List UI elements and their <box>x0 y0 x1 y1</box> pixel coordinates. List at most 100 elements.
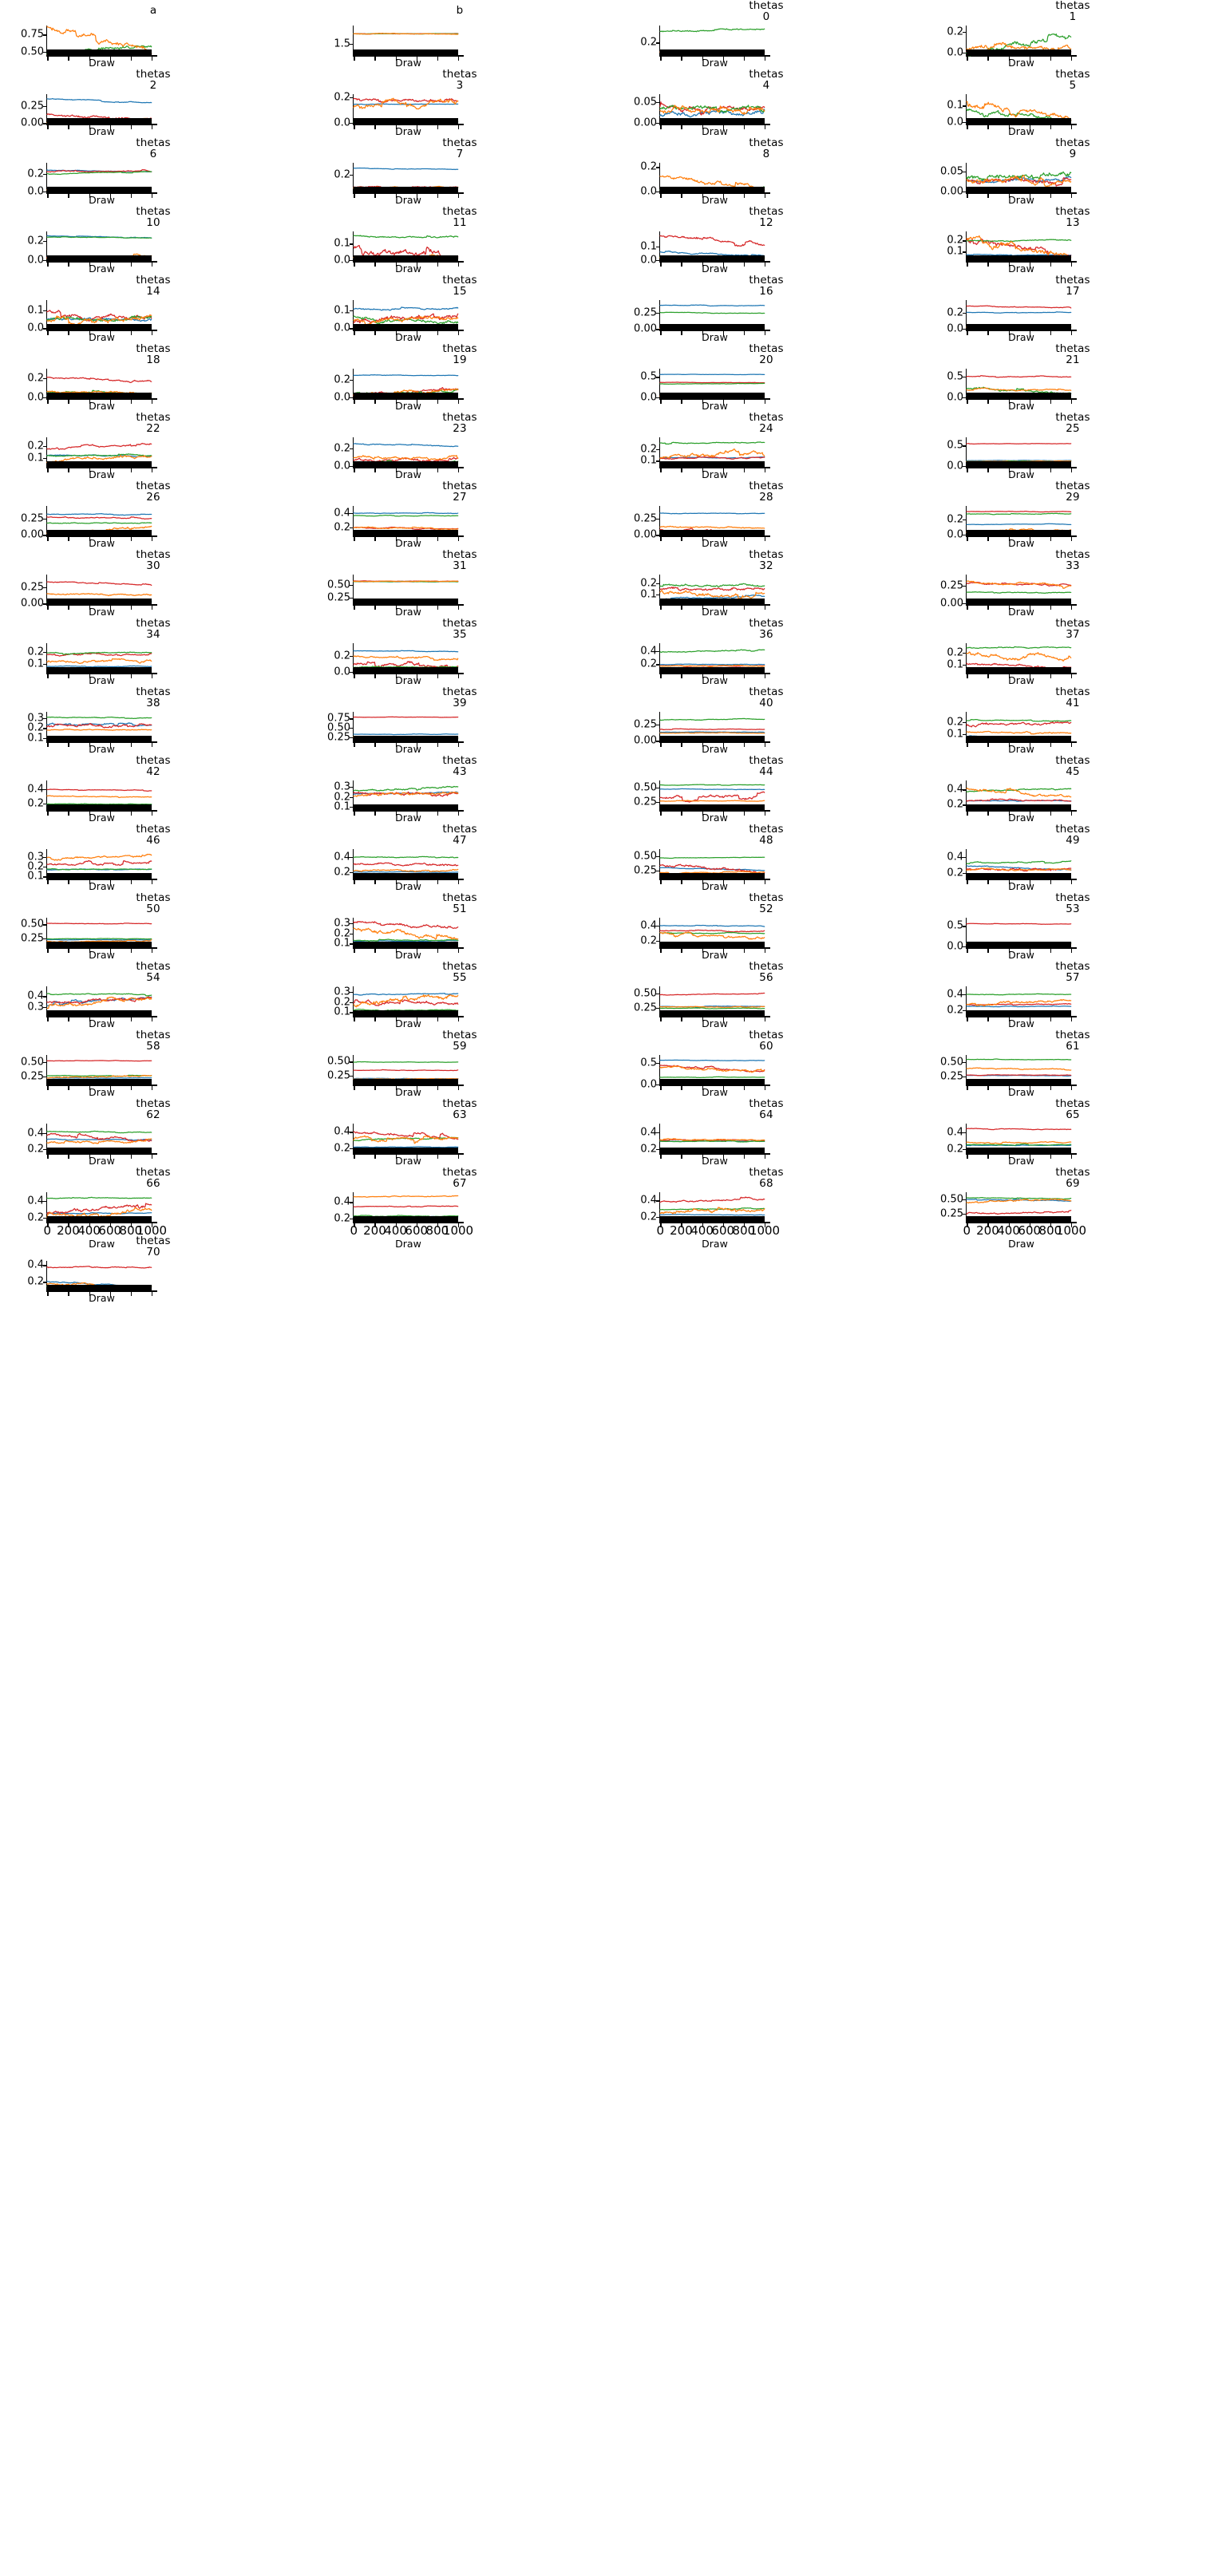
y-tick-label: 0.2 <box>947 513 963 526</box>
trace-line-chain-2 <box>659 583 765 587</box>
panel-title-line1: b <box>456 4 464 17</box>
plot-axes: 0.2 0.1 Draw <box>27 643 157 685</box>
plot-axes: 0.5 0.0 Draw <box>947 918 1077 960</box>
trace-panel-thetas-58: thetas 58 0.50 0.25 Draw <box>0 1029 306 1098</box>
x-tick-mark <box>109 1085 112 1090</box>
x-tick-mark <box>47 124 49 129</box>
panel-title: thetas 0 <box>613 0 920 22</box>
x-tick-mark <box>68 1154 69 1159</box>
x-axis-label: Draw <box>89 194 115 206</box>
trace-line-chain-3 <box>966 1002 1072 1006</box>
x-axis-label: Draw <box>395 400 421 412</box>
x-tick-mark <box>47 948 49 953</box>
panel-title-line1: thetas <box>136 823 171 836</box>
trace-line-chain-1 <box>353 526 459 531</box>
x-axis-label: Draw <box>395 57 421 69</box>
x-tick-mark <box>437 262 439 267</box>
panel-title-line1: thetas <box>136 411 171 424</box>
x-tick-mark <box>437 605 439 610</box>
y-axis-spine <box>46 986 48 1017</box>
panel-title: thetas 42 <box>0 755 306 777</box>
x-tick-mark <box>130 742 132 747</box>
y-tick-label: 0.25 <box>634 796 657 808</box>
y-tick-mark <box>655 1148 659 1150</box>
x-tick-mark <box>1050 193 1052 198</box>
panel-title-line1: thetas <box>1055 823 1090 836</box>
x-axis-label: Draw <box>702 812 728 824</box>
x-tick-mark <box>1050 536 1052 541</box>
panel-title-line1: thetas <box>749 480 784 492</box>
x-tick-mark <box>1071 330 1073 335</box>
y-axis-spine <box>353 231 354 262</box>
panel-title: thetas 10 <box>0 206 306 228</box>
trace-line-chain-3 <box>353 456 459 463</box>
panel-title: thetas 5 <box>920 69 1226 91</box>
posterior-rug-band <box>660 49 765 56</box>
y-tick-label: 0.25 <box>21 512 44 525</box>
x-tick-mark <box>1008 948 1010 953</box>
y-tick-mark <box>962 240 966 242</box>
trace-line-chain-3 <box>46 376 152 384</box>
trace-line-chain-2 <box>659 784 765 786</box>
y-tick-mark <box>42 34 46 36</box>
y-tick-label: 0.25 <box>634 718 657 731</box>
x-axis-label: Draw <box>1008 949 1034 961</box>
trace-line-chain-3 <box>966 867 1072 872</box>
plot-axes: 0.25 0.00 Draw <box>634 300 770 342</box>
y-axis-spine <box>659 918 661 948</box>
x-tick-mark <box>458 56 460 61</box>
y-tick-mark <box>962 121 966 124</box>
panel-title-line2: 27 <box>453 491 467 504</box>
x-tick-mark <box>68 124 69 129</box>
trace-line-chain-2 <box>46 235 152 239</box>
y-tick-mark <box>349 597 353 599</box>
x-tick-mark <box>1008 1017 1010 1021</box>
panel-title-line2: 44 <box>759 765 773 778</box>
x-tick-label: 800 <box>119 1223 143 1238</box>
posterior-rug-band <box>967 667 1071 674</box>
panel-title-line2: 59 <box>453 1040 467 1053</box>
panel-title-line2: 66 <box>146 1177 160 1190</box>
y-tick-mark <box>42 174 46 176</box>
x-tick-mark <box>130 124 132 129</box>
y-tick-label: 0.25 <box>327 731 350 744</box>
panel-title: thetas 33 <box>920 549 1226 571</box>
y-tick-mark <box>349 943 353 945</box>
x-tick-mark <box>68 1085 69 1090</box>
x-tick-mark <box>722 674 725 678</box>
trace-lines <box>659 717 765 734</box>
x-tick-mark <box>89 330 90 335</box>
panel-title: thetas 64 <box>613 1098 920 1120</box>
x-tick-mark <box>109 674 112 678</box>
x-tick-mark <box>458 193 460 198</box>
y-tick-label: 0.25 <box>940 1207 963 1220</box>
trace-line-chain-3 <box>353 791 459 797</box>
trace-panel-thetas-51: thetas 51 0.3 0.2 0.1 Draw <box>306 892 613 961</box>
posterior-rug-band <box>354 1079 458 1085</box>
x-tick-mark <box>395 1223 397 1227</box>
plot-axes: 0.50 0.25 Draw <box>634 986 770 1029</box>
x-tick-mark <box>47 742 49 747</box>
y-tick-mark <box>349 1012 353 1013</box>
x-tick-mark <box>722 56 725 61</box>
panel-title: thetas 54 <box>0 961 306 983</box>
panel-title-line1: thetas <box>442 68 477 81</box>
y-tick-label: 0.2 <box>27 372 44 385</box>
panel-title-line2: 14 <box>146 285 160 298</box>
trace-line-chain-1 <box>659 175 765 191</box>
y-tick-label: 0.25 <box>327 1069 350 1082</box>
panel-title-line2: 17 <box>1066 285 1080 298</box>
y-tick-label: 0.5 <box>640 370 657 383</box>
x-tick-mark <box>1071 1085 1073 1090</box>
y-tick-label: 0.2 <box>640 36 657 49</box>
trace-line-chain-1 <box>966 235 1072 258</box>
y-tick-mark <box>655 802 659 804</box>
y-tick-label: 0.00 <box>21 528 44 541</box>
plot-axes: 0.4 0.2 0 200 400 600 800 1000 Draw <box>640 1192 780 1249</box>
trace-line-chain-3 <box>659 1065 765 1073</box>
y-tick-mark <box>42 240 46 243</box>
trace-line-chain-2 <box>46 867 152 871</box>
trace-line-chain-3 <box>46 516 152 520</box>
trace-panel-a: a 0.75 0.50 Draw <box>0 0 306 69</box>
panel-title: thetas 13 <box>920 206 1226 228</box>
